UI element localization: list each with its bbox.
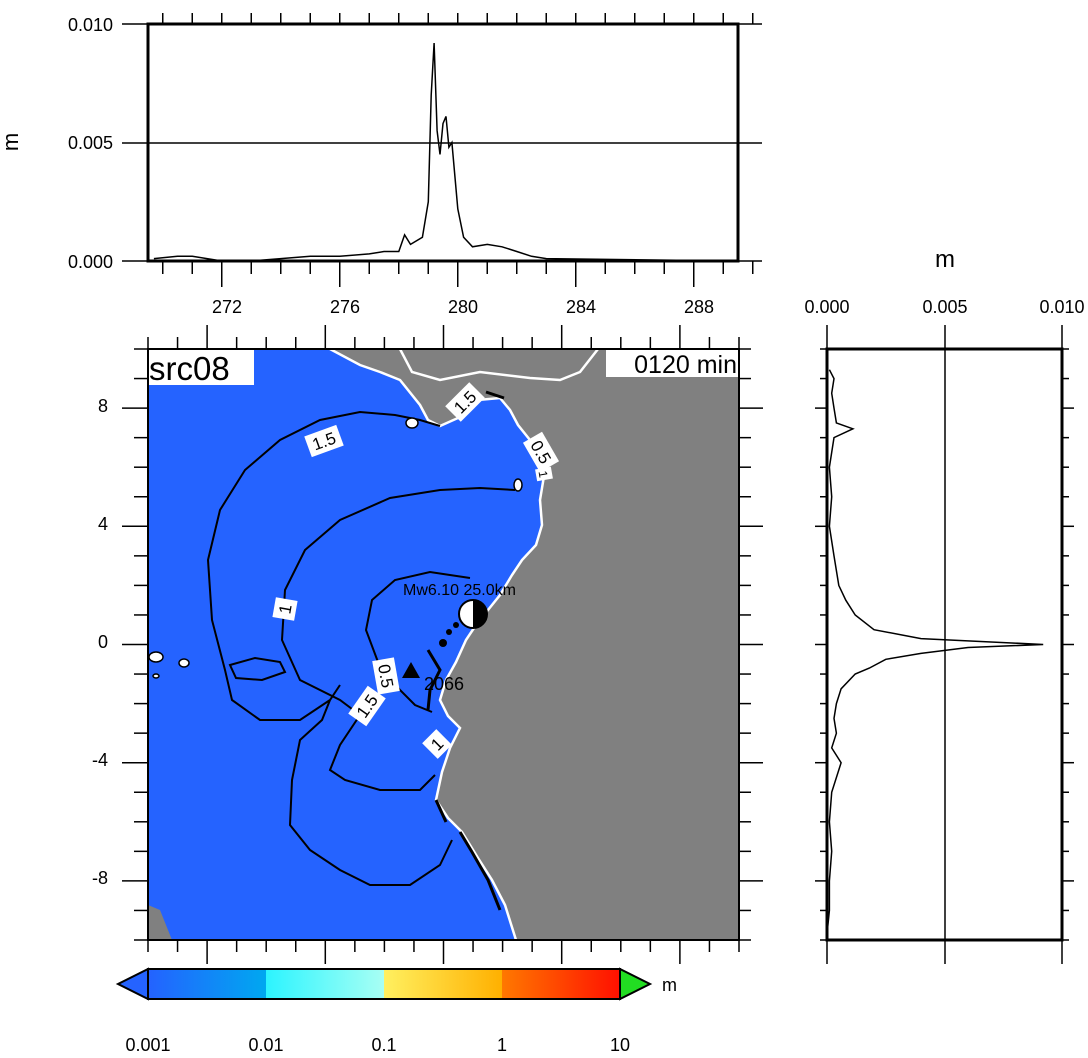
dark-coastal-strip: [426, 390, 505, 911]
map-title: src08: [149, 350, 230, 387]
contour-outer: [206, 410, 453, 886]
top-profile-frame: [146, 22, 740, 263]
top-profile-ytick-label: 0.010: [68, 15, 113, 35]
map-ytick-label: 8: [98, 396, 108, 416]
contour-middle: [280, 486, 516, 791]
top-profile-series-line: [153, 42, 739, 262]
map-ytick-label: -4: [92, 750, 108, 770]
map-ytick-label: 0: [98, 632, 108, 652]
inner-coastline: [398, 349, 599, 382]
colorbar-unit: m: [662, 975, 677, 995]
colorbar-tick-label: 0.01: [248, 1035, 283, 1055]
top-profile-xtick-label: 272: [212, 297, 242, 317]
contour-labels: 1.5 1.5 0.5 1 1 1.5 0.5 1: [272, 382, 560, 759]
colorbar-under-triangle: [115, 967, 149, 1001]
colorbar: m 0.001 0.01 0.1 1 10: [115, 967, 677, 1055]
sw-land-corner: [148, 905, 172, 940]
top-profile-ytick-label: 0.005: [68, 133, 113, 153]
top-profile-xtick-label: 276: [330, 297, 360, 317]
colorbar-segment: [148, 969, 266, 999]
colorbar-over-triangle: [619, 967, 653, 1001]
time-label-box: 0120 min: [606, 349, 739, 379]
colorbar-segment: [266, 969, 384, 999]
map-frame: [147, 348, 740, 941]
contour-label: 0.5: [374, 663, 397, 690]
top-profile-xtick-label: 284: [566, 297, 596, 317]
top-profile-x-ticks: [162, 13, 754, 287]
map-panel: 1.5 1.5 0.5 1 1 1.5 0.5 1 Mw6.10 25.0km …: [92, 325, 763, 964]
right-profile-frame: [825, 347, 1064, 942]
top-profile-ylabel: m: [0, 133, 23, 151]
top-profile-xtick-label: 280: [448, 297, 478, 317]
map-ytick-label: -8: [92, 868, 108, 888]
colorbar-tick-label: 0.1: [371, 1035, 396, 1055]
colorbar-segment: [384, 969, 502, 999]
contour-lines: [206, 410, 516, 886]
right-profile-series-line: [826, 369, 1044, 935]
contour-label: 1: [275, 603, 295, 616]
station-label: 2066: [424, 674, 464, 694]
right-profile-x-ticks: [826, 325, 1063, 964]
contour-inner: [364, 570, 471, 713]
coastline: [329, 349, 547, 940]
right-profile-xlabel: m: [935, 246, 955, 273]
map-title-box: src08: [148, 349, 254, 387]
map-ticks: [122, 325, 763, 964]
top-profile-panel: m 0.010 0.005 0.000 272 276 280 284 288: [0, 13, 762, 317]
top-profile-ytick-label: 0.000: [68, 252, 113, 272]
islands: [148, 417, 523, 679]
source-label: Mw6.10 25.0km: [403, 582, 516, 599]
right-profile-panel: m 0.000 0.005 0.010: [804, 246, 1085, 964]
top-profile-y-ticks: [122, 23, 762, 262]
right-profile-xtick-label: 0.000: [804, 297, 849, 317]
station-triangle-icon: [402, 662, 420, 678]
time-label: 0120 min: [634, 351, 737, 379]
land-area: [330, 349, 739, 940]
colorbar-tick-label: 1: [497, 1035, 507, 1055]
top-profile-xtick-label: 288: [684, 297, 714, 317]
right-profile-xtick-label: 0.005: [922, 297, 967, 317]
right-profile-xtick-label: 0.010: [1039, 297, 1084, 317]
focal-mechanism-icon: [458, 599, 488, 629]
colorbar-tick-label: 0.001: [125, 1035, 170, 1055]
colorbar-tick-label: 10: [610, 1035, 630, 1055]
colorbar-segment: [502, 969, 620, 999]
contour-west-lobe: [228, 656, 287, 682]
contour-label: 1: [536, 470, 551, 479]
coastal-dots: [439, 622, 459, 647]
map-ytick-label: 4: [98, 514, 108, 534]
